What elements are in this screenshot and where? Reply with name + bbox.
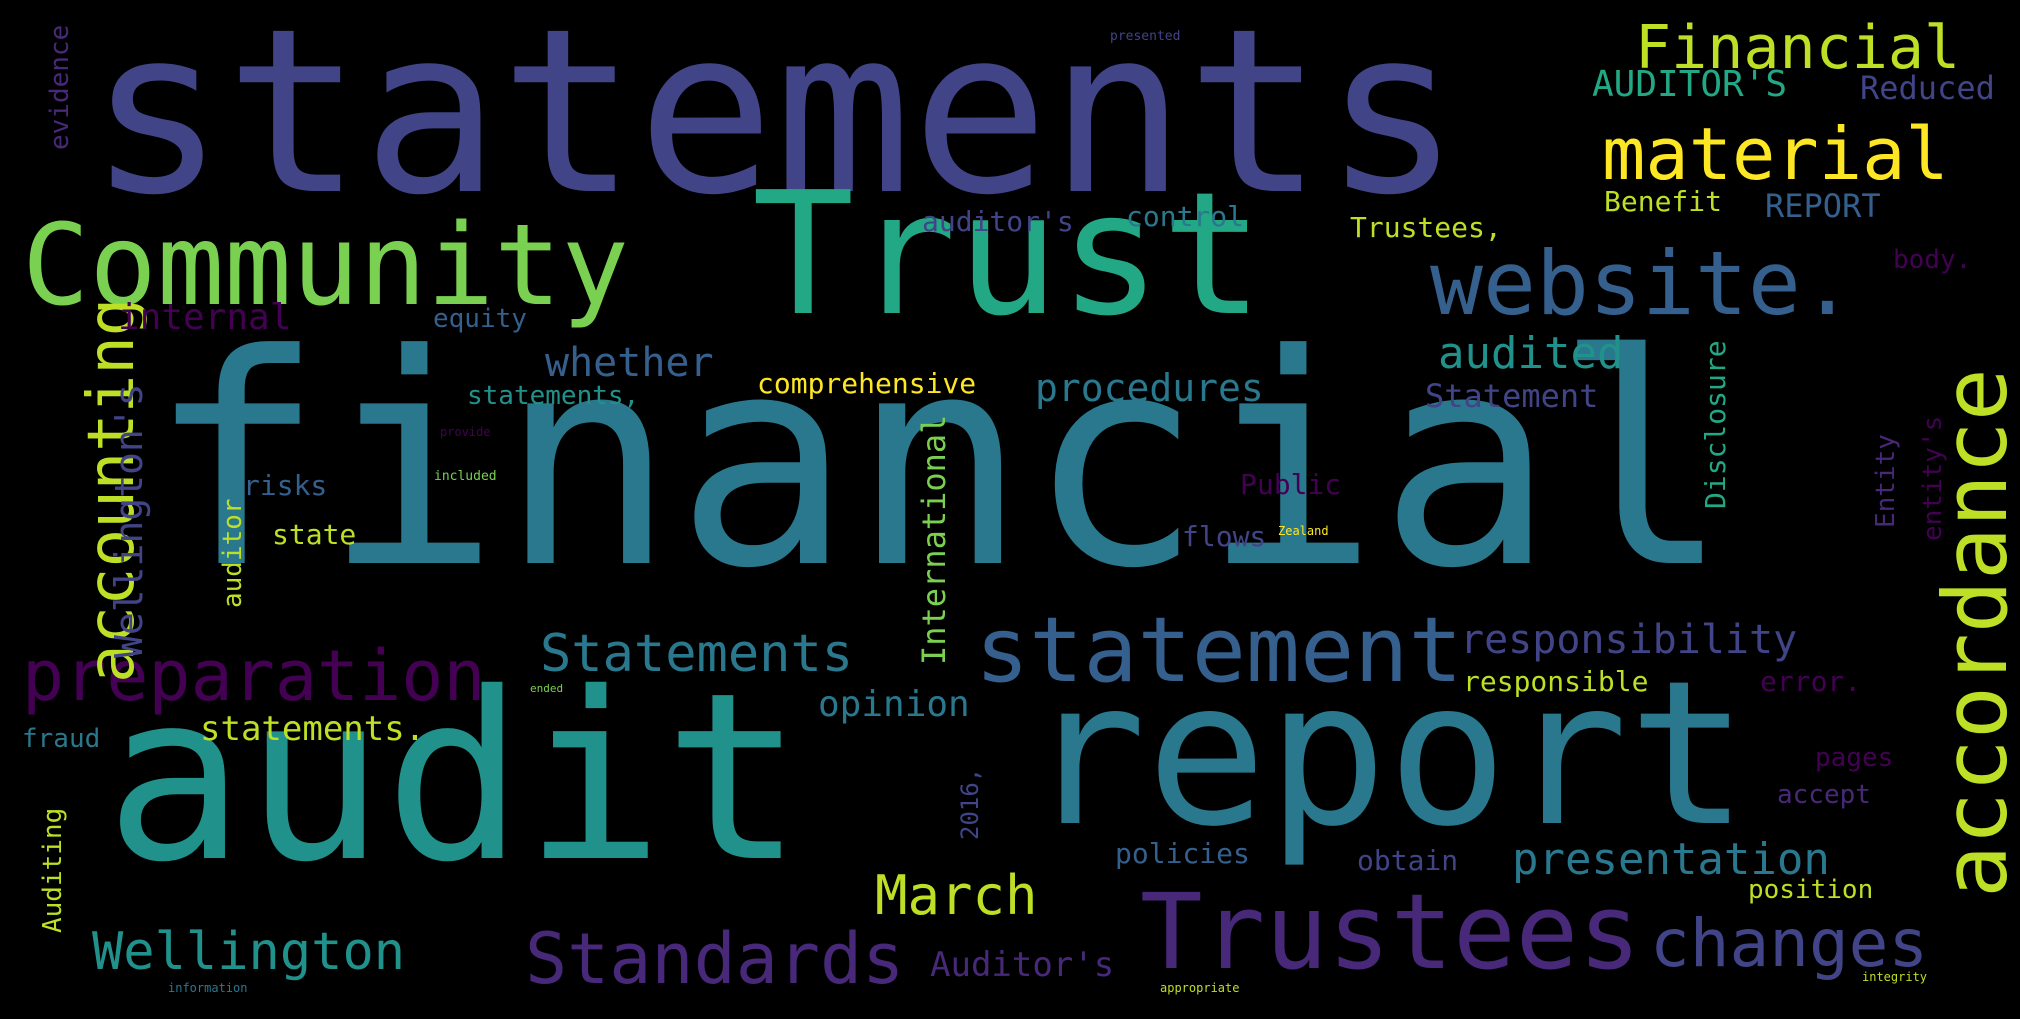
word-internal: internal <box>118 297 292 338</box>
word-responsibility: responsibility <box>1460 617 1798 663</box>
word-audited: audited <box>1438 328 1624 379</box>
word-evidence: evidence <box>45 24 75 151</box>
word-fraud: fraud <box>22 724 101 754</box>
word-preparation: preparation <box>22 635 486 717</box>
word-statement: statement <box>975 598 1463 703</box>
word-opinion: opinion <box>818 684 970 725</box>
word-wellingtons: Wellington's <box>107 382 151 658</box>
word-wellington: Wellington <box>92 922 406 982</box>
word-comprehensive: comprehensive <box>757 367 977 400</box>
word-year2016: 2016, <box>956 767 984 841</box>
word-ended: ended <box>530 682 564 695</box>
word-presentation: presentation <box>1512 834 1830 885</box>
word-provide: provide <box>440 425 491 439</box>
word-public: Public <box>1240 468 1342 501</box>
word-auditors-lower: auditor's <box>922 205 1074 238</box>
word-website: website. <box>1430 232 1854 335</box>
word-flows: flows <box>1182 520 1267 553</box>
word-error: error. <box>1760 665 1862 698</box>
word-audit: audit <box>105 643 804 913</box>
word-information: information <box>168 981 248 995</box>
word-included: included <box>434 469 497 484</box>
word-equity: equity <box>433 304 527 334</box>
word-zealand: Zealand <box>1278 524 1329 538</box>
word-march: March <box>875 864 1038 927</box>
word-auditors-title: Auditor's <box>930 945 1115 985</box>
word-benefit: Benefit <box>1604 185 1723 218</box>
word-state: state <box>272 518 357 551</box>
word-body: body. <box>1893 245 1972 275</box>
word-trust: Trust <box>752 156 1264 354</box>
word-auditing: Auditing <box>38 807 68 934</box>
word-financial: financial <box>148 292 1731 632</box>
word-community: Community <box>22 201 629 331</box>
word-reduced: Reduced <box>1860 69 1995 107</box>
word-entity: Entity <box>1871 433 1901 528</box>
word-risks: risks <box>243 469 328 502</box>
word-disclosure: Disclosure <box>1699 339 1732 509</box>
word-presented: presented <box>1110 29 1181 44</box>
word-control: control <box>1126 200 1245 233</box>
word-trustees-comma: Trustees, <box>1350 211 1502 244</box>
word-auditor: auditor <box>218 497 248 608</box>
word-material: material <box>1602 112 1949 196</box>
word-financial-cap: Financial <box>1635 13 1961 83</box>
word-changes: changes <box>1650 905 1929 982</box>
word-policies: policies <box>1115 837 1250 870</box>
word-standards: Standards <box>525 918 905 1000</box>
word-statements-period: statements. <box>200 709 426 749</box>
word-statements-cap: Statements <box>540 624 854 684</box>
word-whether: whether <box>545 340 714 386</box>
word-report: report <box>1026 638 1749 871</box>
word-report-cap: REPORT <box>1765 187 1881 225</box>
word-auditors-cap: AUDITOR'S <box>1592 64 1788 105</box>
word-international: International <box>915 414 953 666</box>
word-position: position <box>1748 875 1874 905</box>
word-integrity: integrity <box>1862 970 1928 984</box>
word-responsible: responsible <box>1463 665 1649 698</box>
word-statement-cap: Statement <box>1425 377 1599 415</box>
word-statements-comma: statements, <box>467 381 640 411</box>
word-pages: pages <box>1815 743 1894 773</box>
word-accept: accept <box>1777 780 1871 810</box>
word-entitys: entity's <box>1918 415 1948 542</box>
word-procedures: procedures <box>1035 366 1264 410</box>
word-obtain: obtain <box>1357 844 1459 877</box>
word-appropriate: appropriate <box>1160 981 1240 995</box>
word-trustees: Trustees <box>1140 871 1641 993</box>
word-statements: statements <box>88 0 1461 245</box>
